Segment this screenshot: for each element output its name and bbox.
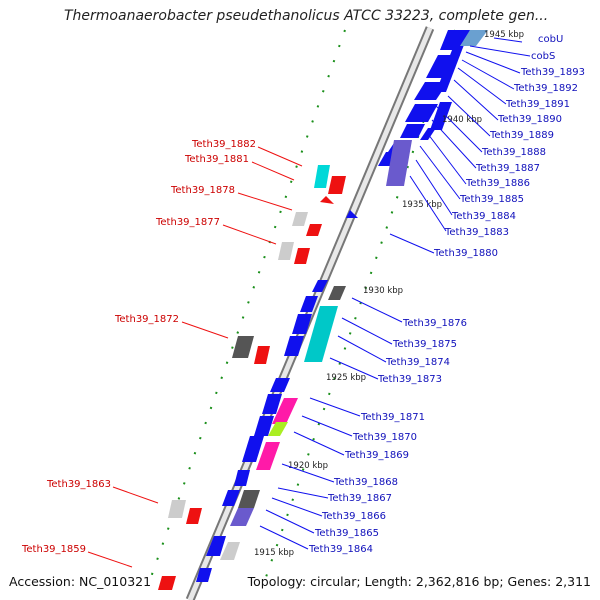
- kbp-1930: 1930 kbp: [363, 286, 403, 296]
- label-teth39-1883: Teth39_1883: [444, 227, 509, 238]
- left-gene-labels: [87, 146, 303, 568]
- kbp-1940: 1940 kbp: [442, 115, 482, 125]
- label-teth39-1871: Teth39_1871: [360, 412, 425, 423]
- label-teth39-1874: Teth39_1874: [385, 357, 450, 368]
- label-teth39-1873: Teth39_1873: [377, 374, 442, 385]
- label-teth39-1888: Teth39_1888: [481, 147, 546, 158]
- reverse-genes: [158, 165, 346, 590]
- label-teth39-1869: Teth39_1869: [344, 450, 409, 461]
- kbp-1925: 1925 kbp: [326, 373, 366, 383]
- label-teth39-1859: Teth39_1859: [21, 544, 86, 555]
- left-guide-line: [149, 29, 346, 581]
- label-teth39-1889: Teth39_1889: [489, 130, 554, 141]
- label-teth39-1864: Teth39_1864: [308, 544, 373, 555]
- map-title: Thermoanaerobacter pseudethanolicus ATCC…: [64, 8, 549, 24]
- label-cobu: cobU: [538, 34, 563, 45]
- accession-text: Accession: NC_010321: [9, 574, 152, 589]
- label-teth39-1868: Teth39_1868: [333, 477, 398, 488]
- label-teth39-1867: Teth39_1867: [327, 493, 392, 504]
- label-teth39-1884: Teth39_1884: [451, 211, 516, 222]
- kbp-ticks: 1945 kbp 1940 kbp 1935 kbp 1930 kbp 1925…: [254, 30, 524, 558]
- label-teth39-1870: Teth39_1870: [352, 432, 417, 443]
- kbp-1915: 1915 kbp: [254, 548, 294, 558]
- label-teth39-1885: Teth39_1885: [459, 194, 524, 205]
- label-teth39-1892: Teth39_1892: [513, 83, 578, 94]
- kbp-1945: 1945 kbp: [484, 30, 524, 40]
- label-teth39-1863: Teth39_1863: [46, 479, 111, 490]
- label-teth39-1875: Teth39_1875: [392, 339, 457, 350]
- label-teth39-1891: Teth39_1891: [505, 99, 570, 110]
- label-teth39-1882: Teth39_1882: [191, 139, 256, 150]
- label-teth39-1876: Teth39_1876: [402, 318, 467, 329]
- right-gene-labels-leaders: [259, 37, 531, 550]
- label-teth39-1890: Teth39_1890: [497, 114, 562, 125]
- label-teth39-1880: Teth39_1880: [433, 248, 498, 259]
- label-teth39-1878: Teth39_1878: [170, 185, 235, 196]
- label-teth39-1887: Teth39_1887: [475, 163, 540, 174]
- label-teth39-1893: Teth39_1893: [520, 67, 585, 78]
- label-teth39-1886: Teth39_1886: [465, 178, 530, 189]
- label-cobs: cobS: [531, 51, 555, 62]
- label-teth39-1865: Teth39_1865: [314, 528, 379, 539]
- kbp-1935: 1935 kbp: [402, 200, 442, 210]
- label-teth39-1881: Teth39_1881: [184, 154, 249, 165]
- topology-text: Topology: circular; Length: 2,362,816 bp…: [247, 574, 591, 589]
- top-gene-cluster: [378, 30, 488, 186]
- kbp-1920: 1920 kbp: [288, 461, 328, 471]
- label-teth39-1872: Teth39_1872: [114, 314, 179, 325]
- label-teth39-1877: Teth39_1877: [155, 217, 220, 228]
- forward-genes: [196, 210, 358, 582]
- label-teth39-1866: Teth39_1866: [321, 511, 386, 522]
